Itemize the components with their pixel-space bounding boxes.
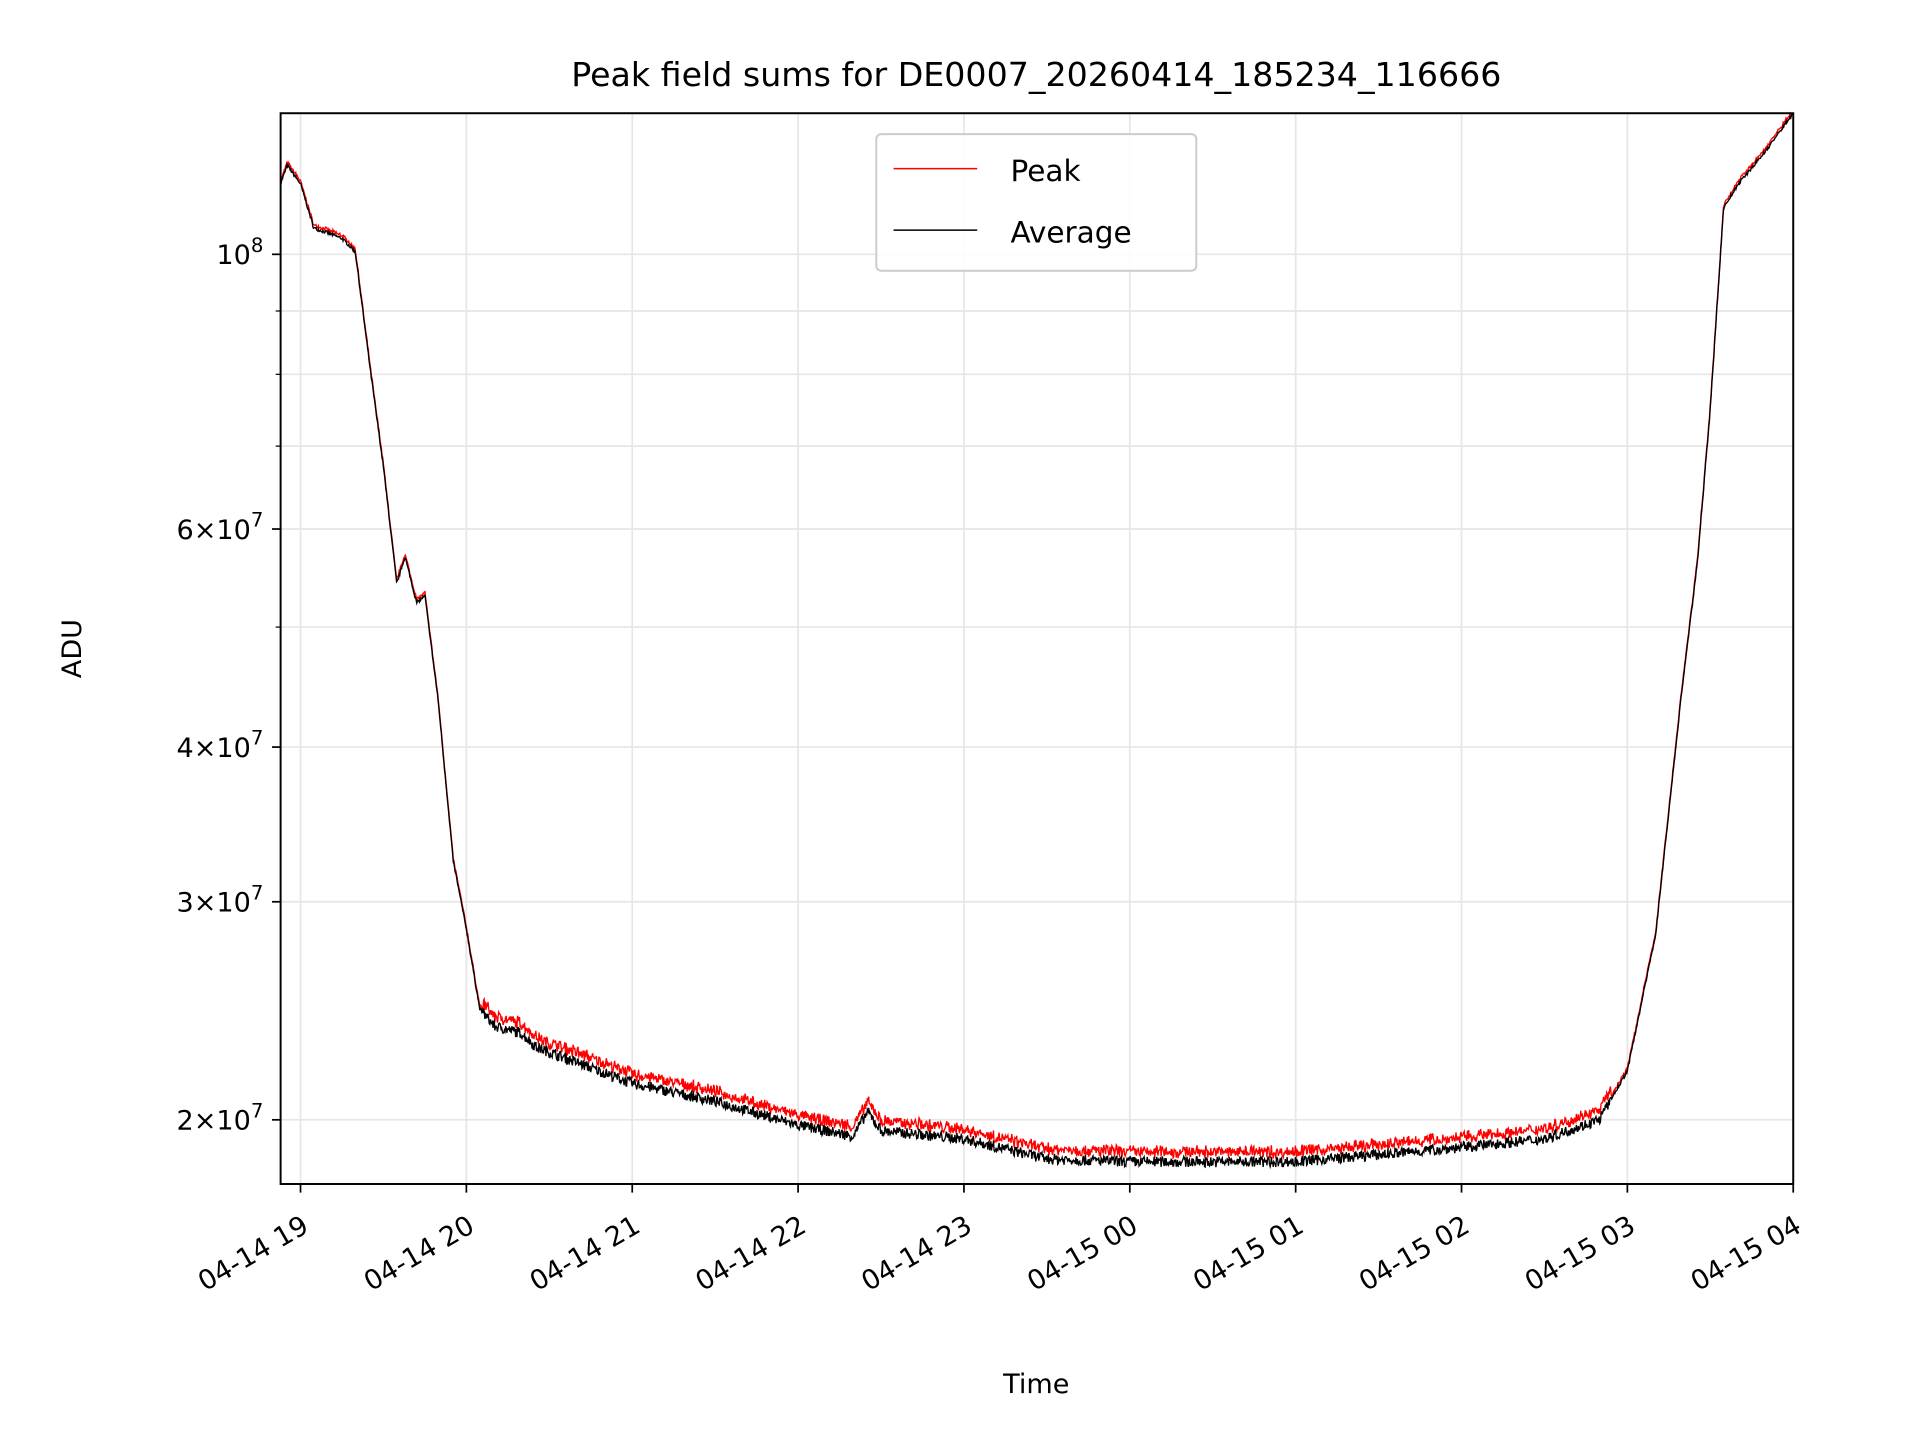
y-tick-label: 3×107 — [177, 881, 264, 918]
legend-label-average: Average — [1010, 215, 1131, 249]
plot-frame — [279, 112, 1795, 1185]
series-line-average — [279, 113, 1794, 1170]
y-axis: 108 6×107 4×107 3×107 2×107 — [177, 234, 281, 1137]
x-axis-label: Time — [1002, 1369, 1069, 1400]
y-tick-label: 4×107 — [177, 727, 264, 764]
series-line-peak — [279, 111, 1794, 1161]
y-tick-label: 2×107 — [177, 1099, 264, 1136]
chart-title: Peak field sums for DE0007_20260414_1852… — [571, 55, 1501, 94]
legend: Peak Average — [875, 133, 1198, 272]
legend-label-peak: Peak — [1010, 154, 1080, 188]
series-group — [279, 111, 1794, 1170]
y-tick-label: 108 — [216, 234, 263, 271]
y-tick-label: 6×107 — [177, 509, 264, 546]
y-axis-label: ADU — [57, 619, 88, 678]
